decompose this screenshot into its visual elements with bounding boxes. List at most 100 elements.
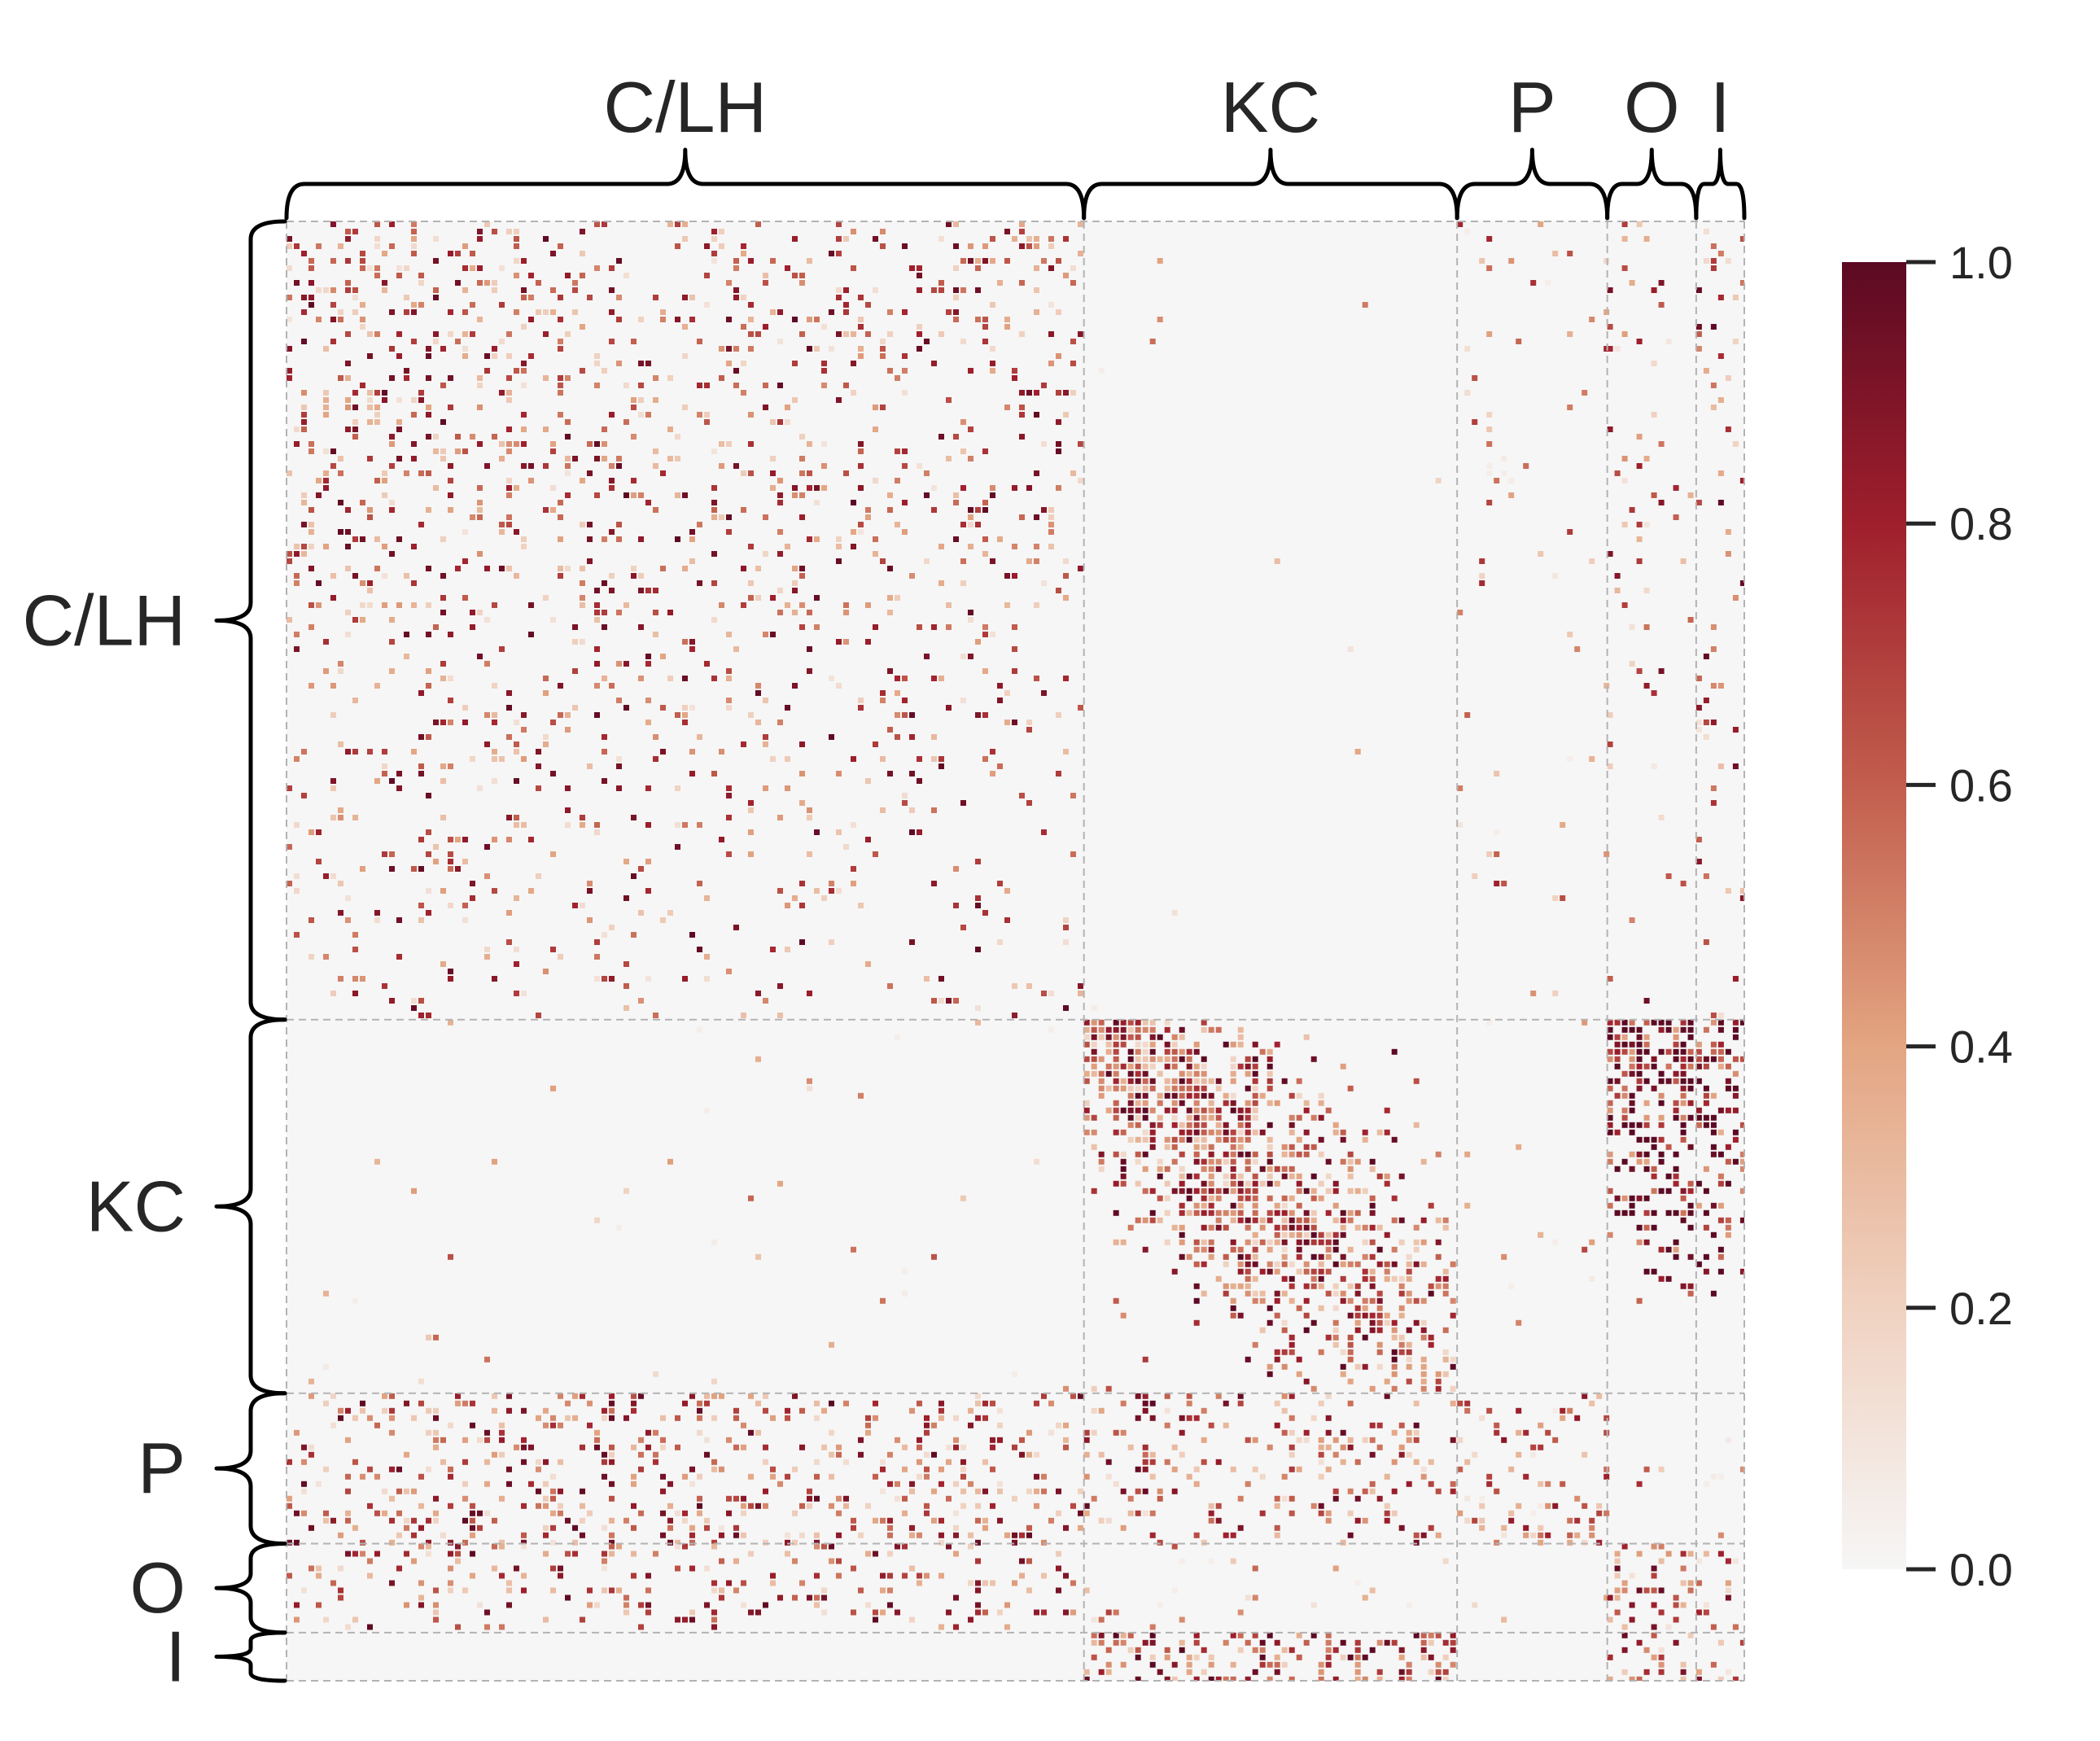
heatmap-cell: [1413, 1239, 1420, 1245]
heatmap-cell: [836, 536, 842, 542]
heatmap-cell: [1142, 1393, 1148, 1399]
heatmap-cell: [1479, 580, 1485, 586]
heatmap-cell: [1208, 1517, 1214, 1524]
heatmap-cell: [1048, 544, 1054, 549]
heatmap-cell: [1149, 1639, 1156, 1646]
heatmap-cell: [1245, 1063, 1251, 1070]
heatmap-cell: [1376, 1444, 1383, 1450]
heatmap-cell: [594, 829, 600, 835]
heatmap-cell: [404, 368, 409, 374]
heatmap-cell: [675, 1565, 680, 1572]
heatmap-cell: [1193, 1319, 1200, 1326]
heatmap-cell: [1369, 1253, 1376, 1260]
heatmap-cell: [1621, 1580, 1628, 1586]
heatmap-cell: [1636, 536, 1643, 542]
heatmap-cell: [616, 536, 622, 542]
heatmap-cell: [748, 829, 754, 835]
heatmap-cell: [1725, 375, 1731, 381]
heatmap-cell: [1391, 1217, 1398, 1223]
heatmap-cell: [968, 1407, 973, 1414]
heatmap-cell: [1223, 1639, 1229, 1646]
heatmap-cell: [1420, 1647, 1427, 1653]
heatmap-cell: [1362, 1594, 1368, 1601]
heatmap-cell: [792, 566, 798, 571]
heatmap-cell: [499, 1539, 505, 1546]
heatmap-cell: [1267, 1063, 1273, 1070]
heatmap-cell: [1420, 1158, 1427, 1165]
heatmap-cell: [1274, 1669, 1280, 1675]
heatmap-cell: [1063, 1444, 1069, 1450]
heatmap-cell: [418, 690, 424, 696]
heatmap-cell: [982, 1415, 988, 1421]
heatmap-cell: [1673, 1166, 1679, 1172]
heatmap-cell: [843, 1400, 849, 1406]
heatmap-cell: [1369, 1327, 1376, 1333]
heatmap-cell: [917, 1437, 922, 1443]
heatmap-cell: [1376, 1129, 1383, 1135]
heatmap-cell: [367, 588, 373, 593]
heatmap-cell: [1428, 1654, 1434, 1660]
heatmap-cell: [1607, 712, 1613, 718]
heatmap-cell: [1120, 1107, 1127, 1113]
heatmap-cell: [1325, 1466, 1332, 1472]
heatmap-cell: [1019, 221, 1025, 227]
heatmap-cell: [938, 331, 944, 337]
heatmap-cell: [1538, 221, 1544, 227]
heatmap-cell: [880, 229, 886, 234]
heatmap-cell: [411, 866, 417, 872]
heatmap-cell: [1230, 1092, 1236, 1099]
heatmap-cell: [1629, 661, 1635, 667]
heatmap-cell: [1041, 383, 1047, 388]
heatmap-cell: [1230, 1246, 1236, 1253]
heatmap-cell: [1259, 1239, 1266, 1245]
heatmap-cell: [506, 705, 512, 711]
heatmap-cell: [1494, 771, 1500, 776]
heatmap-cell: [1574, 1532, 1581, 1538]
heatmap-cell: [1651, 1587, 1657, 1594]
heatmap-cell: [1362, 1224, 1368, 1231]
heatmap-cell: [1687, 1188, 1694, 1194]
heatmap-cell: [528, 317, 534, 322]
heatmap-cell: [623, 1609, 629, 1616]
heatmap-cell: [1486, 427, 1493, 432]
heatmap-cell: [440, 1459, 446, 1465]
heatmap-cell: [543, 595, 549, 601]
heatmap-cell: [1113, 1026, 1119, 1033]
heatmap-cell: [1041, 829, 1047, 835]
heatmap-cell: [1687, 1085, 1694, 1091]
heatmap-cell: [396, 1466, 402, 1472]
heatmap-cell: [1695, 346, 1702, 352]
heatmap-cell: [396, 771, 402, 776]
heatmap-cell: [799, 566, 805, 571]
heatmap-cell: [1560, 1407, 1566, 1414]
heatmap-cell: [1142, 1217, 1148, 1223]
heatmap-cell: [602, 1587, 607, 1594]
heatmap-cell: [1384, 1378, 1390, 1384]
row-brace-c-lh: [214, 219, 287, 1022]
heatmap-cell: [1135, 1026, 1141, 1033]
heatmap-cell: [938, 676, 944, 681]
heatmap-cell: [1179, 1231, 1185, 1238]
heatmap-cell: [1621, 331, 1628, 337]
heatmap-cell: [1070, 1580, 1076, 1586]
heatmap-cell: [1340, 1429, 1346, 1436]
heatmap-cell: [1048, 1517, 1054, 1524]
heatmap-cell: [396, 1510, 402, 1516]
heatmap-cell: [1710, 720, 1717, 725]
heatmap-cell: [1354, 1290, 1361, 1297]
heatmap-cell: [308, 441, 314, 447]
heatmap-cell: [294, 888, 300, 894]
heatmap-cell: [1442, 1217, 1449, 1223]
heatmap-cell: [1296, 1136, 1302, 1143]
heatmap-cell: [1252, 1647, 1258, 1653]
heatmap-cell: [1695, 1063, 1702, 1070]
heatmap-cell: [316, 1602, 322, 1608]
heatmap-cell: [558, 1393, 563, 1399]
heatmap-cell: [462, 720, 468, 725]
heatmap-cell: [308, 529, 314, 535]
heatmap-cell: [1717, 1180, 1724, 1187]
heatmap-cell: [1340, 1444, 1346, 1450]
heatmap-cell: [623, 273, 629, 278]
heatmap-cell: [1629, 1676, 1635, 1681]
heatmap-cell: [558, 514, 563, 520]
